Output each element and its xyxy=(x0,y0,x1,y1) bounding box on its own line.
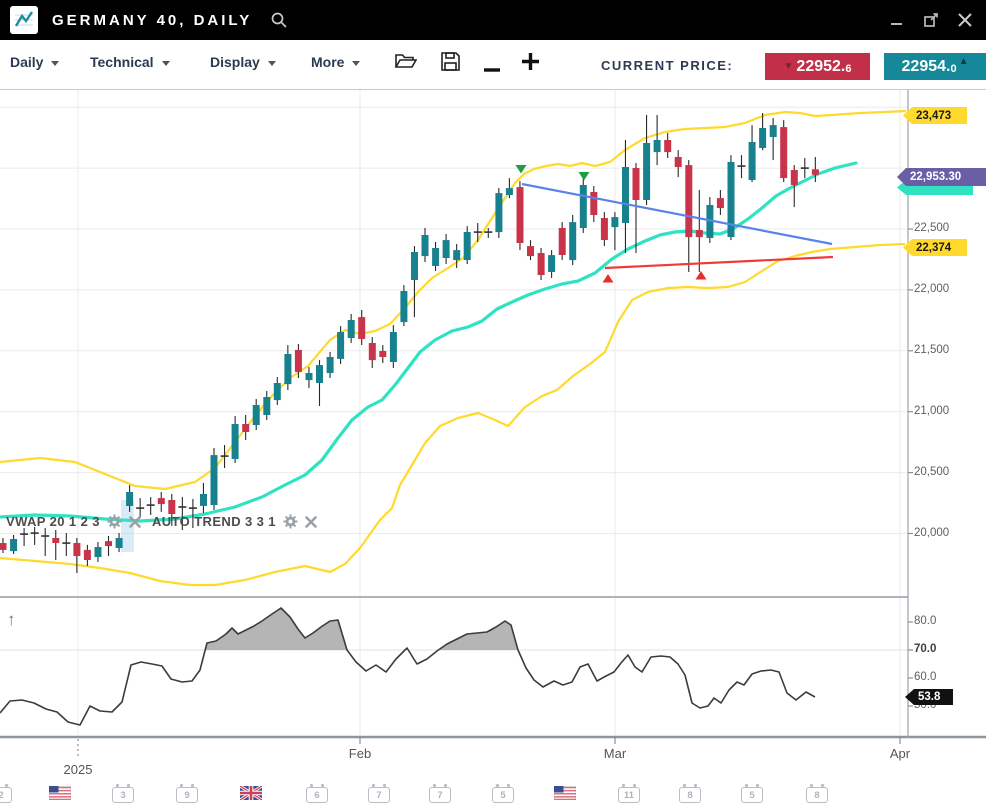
ask-price-decimal: 0 xyxy=(950,62,957,75)
economic-calendar-event[interactable]: 2 xyxy=(0,784,12,803)
window-titlebar: GERMANY 40, DAILY xyxy=(0,0,986,40)
vwap-remove-icon[interactable] xyxy=(129,515,141,528)
band-upper-tag: 23,473 xyxy=(903,107,967,124)
time-axis-label: 2025 xyxy=(63,762,93,777)
uk-flag-icon[interactable] xyxy=(239,784,263,802)
time-axis-label: Apr xyxy=(889,746,911,761)
popout-window-button[interactable] xyxy=(918,7,944,33)
sell-signal-marker-icon xyxy=(578,172,590,181)
zoom-in-icon[interactable] xyxy=(521,52,540,76)
autotrend-remove-icon[interactable] xyxy=(305,515,317,528)
chevron-down-icon xyxy=(51,60,60,66)
price-axis-label: 21,000 xyxy=(914,405,950,417)
last-price-tag: 22,953.30 xyxy=(897,168,986,186)
sell-signal-marker-icon xyxy=(515,165,527,174)
save-icon[interactable] xyxy=(441,52,460,76)
chevron-down-icon xyxy=(352,60,361,66)
menu-technical-label: Technical xyxy=(90,54,154,70)
menu-technical[interactable]: Technical xyxy=(90,54,170,70)
menu-display[interactable]: Display xyxy=(210,54,276,70)
current-price-label: CURRENT PRICE: xyxy=(601,58,734,73)
economic-calendar-event[interactable]: 8 xyxy=(806,784,828,803)
rsi-expand-arrow-icon[interactable]: ↑ xyxy=(7,610,16,629)
minimize-button[interactable] xyxy=(884,7,910,33)
open-folder-icon[interactable] xyxy=(394,52,418,75)
chevron-down-icon xyxy=(161,60,170,66)
menu-timeframe-label: Daily xyxy=(10,54,44,70)
time-axis-label: Feb xyxy=(348,746,372,761)
price-axis-label: 20,500 xyxy=(914,466,950,478)
indicator-autotrend: AUTO TREND 3 3 1 xyxy=(152,514,317,529)
app-logo-icon xyxy=(10,6,38,34)
menu-more[interactable]: More xyxy=(311,54,361,70)
zoom-out-icon[interactable] xyxy=(483,60,501,78)
auto-trendline-resistance[interactable] xyxy=(521,182,833,246)
economic-calendar-event[interactable]: 5 xyxy=(492,784,514,803)
bid-price-box[interactable]: ▼ 22952. 6 xyxy=(765,53,870,80)
autotrend-settings-gear-icon[interactable] xyxy=(283,514,298,529)
economic-calendar-event[interactable]: 8 xyxy=(679,784,701,803)
menu-display-label: Display xyxy=(210,54,260,70)
buy-signal-marker-icon xyxy=(695,271,707,280)
chevron-down-icon xyxy=(267,60,276,66)
economic-calendar-event[interactable]: 7 xyxy=(429,784,451,803)
rsi-axis-label: 80.0 xyxy=(914,615,937,627)
search-icon[interactable] xyxy=(270,11,288,29)
tick-down-icon: ▼ xyxy=(783,60,794,72)
selected-candle-highlight xyxy=(121,500,134,552)
tick-up-icon: ▲ xyxy=(958,55,969,67)
rsi-axis-label: 60.0 xyxy=(914,671,937,683)
bid-price-value: 22952. xyxy=(796,57,846,75)
autotrend-indicator-label: AUTO TREND 3 3 1 xyxy=(152,514,276,529)
price-axis-label: 22,000 xyxy=(914,283,950,295)
close-button[interactable] xyxy=(952,7,978,33)
rsi-axis-label: 70.0 xyxy=(914,643,937,655)
rsi-overbought-fill xyxy=(0,608,815,650)
time-axis-label: Mar xyxy=(603,746,627,761)
indicator-vwap: VWAP 20 1 2 3 xyxy=(6,514,141,529)
rsi-line xyxy=(0,607,816,726)
economic-calendar-event[interactable]: 11 xyxy=(618,784,640,803)
menu-timeframe[interactable]: Daily xyxy=(10,54,60,70)
economic-calendar-event[interactable]: 9 xyxy=(176,784,198,803)
price-axis-label: 22,500 xyxy=(914,222,950,234)
band-lower-line xyxy=(0,242,906,587)
buy-signal-marker-icon xyxy=(602,274,614,283)
price-axis-label: 20,000 xyxy=(914,527,950,539)
band-lower-tag: 22,374 xyxy=(903,239,967,256)
economic-calendar-event[interactable]: 5 xyxy=(741,784,763,803)
vwap-indicator-label: VWAP 20 1 2 3 xyxy=(6,514,100,529)
economic-calendar-event[interactable]: 7 xyxy=(368,784,390,803)
rsi-value-tag: 53.8 xyxy=(905,689,953,705)
ask-price-box[interactable]: 22954. 0 ▲ xyxy=(884,53,986,80)
ask-price-value: 22954. xyxy=(901,57,951,75)
auto-trendline-support[interactable] xyxy=(604,255,834,270)
vwap-settings-gear-icon[interactable] xyxy=(107,514,122,529)
chart-toolbar: Daily Technical Display More CURRENT PRI… xyxy=(0,40,986,90)
price-axis-label: 21,500 xyxy=(914,344,950,356)
menu-more-label: More xyxy=(311,54,345,70)
economic-calendar-event[interactable]: 6 xyxy=(306,784,328,803)
economic-calendar-event[interactable]: 3 xyxy=(112,784,134,803)
us-flag-icon[interactable] xyxy=(48,785,72,801)
candlestick-series xyxy=(0,113,819,573)
bid-price-decimal: 6 xyxy=(845,62,852,75)
window-title: GERMANY 40, DAILY xyxy=(52,11,253,29)
us-flag-icon[interactable] xyxy=(553,785,577,801)
